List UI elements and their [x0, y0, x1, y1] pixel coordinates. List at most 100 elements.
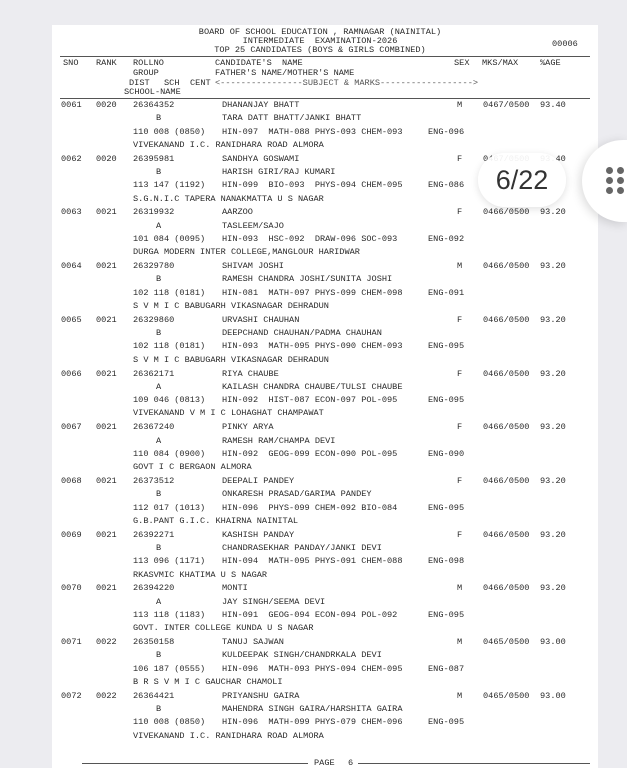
record-codes: 106 187 (0555)	[133, 663, 206, 674]
record-parents: MAHENDRA SINGH GAIRA/HARSHITA GAIRA	[222, 704, 403, 714]
record-rank: 0021	[96, 314, 117, 325]
record-mks: 0466/0500	[483, 207, 530, 218]
col-school: SCHOOL-NAME	[124, 87, 181, 97]
col-parents: FATHER'S NAME/MOTHER'S NAME	[215, 68, 355, 78]
record-eng: ENG-095	[428, 341, 465, 352]
record-eng: ENG-087	[428, 663, 465, 674]
record-rank: 0021	[96, 261, 117, 272]
record-pct: 93.20	[540, 475, 566, 486]
record-subjects: HIN-092 GEOG-099 ECON-090 POL-095	[222, 448, 398, 459]
footer-page-label: PAGE	[314, 758, 335, 768]
record-mks: 0466/0500	[483, 422, 530, 433]
record-school: G.B.PANT G.I.C. KHAIRNA NAINITAL	[133, 515, 299, 526]
record-parents: ONKARESH PRASAD/GARIMA PANDEY	[222, 489, 372, 500]
record-parents: JAY SINGH/SEEMA DEVI	[222, 596, 326, 607]
record-roll: 26329860	[133, 314, 175, 325]
record-school: GOVT. INTER COLLEGE KUNDA U S NAGAR	[133, 623, 314, 634]
record-pct: 93.20	[540, 314, 566, 325]
record-group: B	[156, 542, 162, 553]
record-mks: 0466/0500	[483, 314, 530, 325]
record-rank: 0022	[96, 690, 117, 701]
record-rank: 0021	[96, 368, 117, 379]
record-rank: 0020	[96, 153, 117, 164]
record-roll: 26350158	[133, 637, 175, 647]
record-eng: ENG-086	[428, 180, 465, 191]
record-roll: 26394220	[133, 583, 175, 594]
record-parents: CHANDRASEKHAR PANDAY/JANKI DEVI	[222, 542, 382, 553]
record-codes: 112 017 (1013)	[133, 502, 206, 513]
record-subjects: HIN-081 MATH-097 PHYS-099 CHEM-098	[222, 287, 403, 298]
record-subjects: HIN-096 MATH-093 PHYS-094 CHEM-095	[222, 663, 403, 674]
record-roll: 26364352	[133, 100, 175, 110]
record-subjects: HIN-096 PHYS-099 CHEM-092 BIO-084	[222, 502, 398, 513]
record-codes: 102 118 (0181)	[133, 341, 206, 352]
record-name: DHANANJAY BHATT	[222, 100, 300, 110]
record-name: SANDHYA GOSWAMI	[222, 153, 300, 164]
record-sno: 0072	[61, 690, 82, 701]
col-cent: CENT	[190, 78, 211, 88]
col-sno: SNO	[63, 58, 79, 68]
record-roll: 26364421	[133, 690, 175, 701]
record-group: A	[156, 596, 162, 607]
record-subjects: HIN-096 MATH-099 PHYS-079 CHEM-096	[222, 717, 403, 728]
col-pct: %AGE	[540, 58, 561, 68]
record-name: PINKY ARYA	[222, 422, 274, 433]
col-rollno: ROLLNO	[133, 58, 164, 68]
record-sex: F	[457, 475, 463, 486]
footer-rule-right	[358, 763, 590, 764]
page-code: 00006	[552, 39, 578, 49]
record-sex: M	[457, 690, 463, 701]
record-mks: 0465/0500	[483, 637, 530, 647]
record-rank: 0021	[96, 529, 117, 540]
record-sex: M	[457, 637, 463, 647]
record-codes: 113 147 (1192)	[133, 180, 206, 191]
record-parents: KAILASH CHANDRA CHAUBE/TULSI CHAUBE	[222, 381, 403, 392]
record-mks: 0466/0500	[483, 475, 530, 486]
record-sno: 0070	[61, 583, 82, 594]
record-subjects: HIN-097 MATH-088 PHYS-093 CHEM-093	[222, 126, 403, 137]
record-name: KASHISH PANDAY	[222, 529, 295, 540]
record-group: B	[156, 650, 162, 661]
record-pct: 93.00	[540, 637, 566, 647]
col-sch: SCH	[164, 78, 180, 88]
record-sex: M	[457, 583, 463, 594]
record-roll: 26367240	[133, 422, 175, 433]
record-eng: ENG-095	[428, 502, 465, 513]
record-school: VIVEKANAND I.C. RANIDHARA ROAD ALMORA	[133, 730, 324, 741]
record-pct: 93.20	[540, 583, 566, 594]
record-sno: 0061	[61, 100, 82, 110]
divider	[60, 98, 590, 99]
record-rank: 0021	[96, 207, 117, 218]
record-roll: 26319932	[133, 207, 175, 218]
record-subjects: HIN-093 MATH-095 PHYS-090 CHEM-093	[222, 341, 403, 352]
record-roll: 26329780	[133, 261, 175, 272]
record-sno: 0071	[61, 637, 82, 647]
record-codes: 113 096 (1171)	[133, 556, 206, 567]
record-subjects: HIN-094 MATH-095 PHYS-091 CHEM-088	[222, 556, 403, 567]
record-sex: F	[457, 529, 463, 540]
record-group: B	[156, 274, 162, 285]
record-rank: 0022	[96, 637, 117, 647]
record-mks: 0465/0500	[483, 690, 530, 701]
record-subjects: HIN-091 GEOG-094 ECON-094 POL-092	[222, 609, 398, 620]
record-eng: ENG-095	[428, 609, 465, 620]
record-school: GOVT I C BERGAON ALMORA	[133, 462, 252, 473]
record-group: B	[156, 167, 162, 177]
col-sex: SEX	[454, 58, 470, 68]
record-sno: 0065	[61, 314, 82, 325]
record-roll: 26373512	[133, 475, 175, 486]
list-title: TOP 25 CANDIDATES (BOYS & GIRLS COMBINED…	[214, 45, 426, 55]
record-eng: ENG-090	[428, 448, 465, 459]
record-mks: 0466/0500	[483, 368, 530, 379]
exam-title: INTERMEDIATE EXAMINATION-2026	[242, 36, 398, 46]
record-parents: RAMESH CHANDRA JOSHI/SUNITA JOSHI	[222, 274, 393, 285]
record-codes: 113 118 (1183)	[133, 609, 206, 620]
record-codes: 110 008 (0850)	[133, 717, 206, 728]
record-name: PRIYANSHU GAIRA	[222, 690, 300, 701]
record-pct: 93.20	[540, 422, 566, 433]
record-school: S V M I C BABUGARH VIKASNAGAR DEHRADUN	[133, 301, 329, 311]
record-sno: 0062	[61, 153, 82, 164]
record-school: RKASVMIC KHATIMA U S NAGAR	[133, 569, 268, 580]
col-dist: DIST	[129, 78, 150, 88]
record-pct: 93.20	[540, 368, 566, 379]
